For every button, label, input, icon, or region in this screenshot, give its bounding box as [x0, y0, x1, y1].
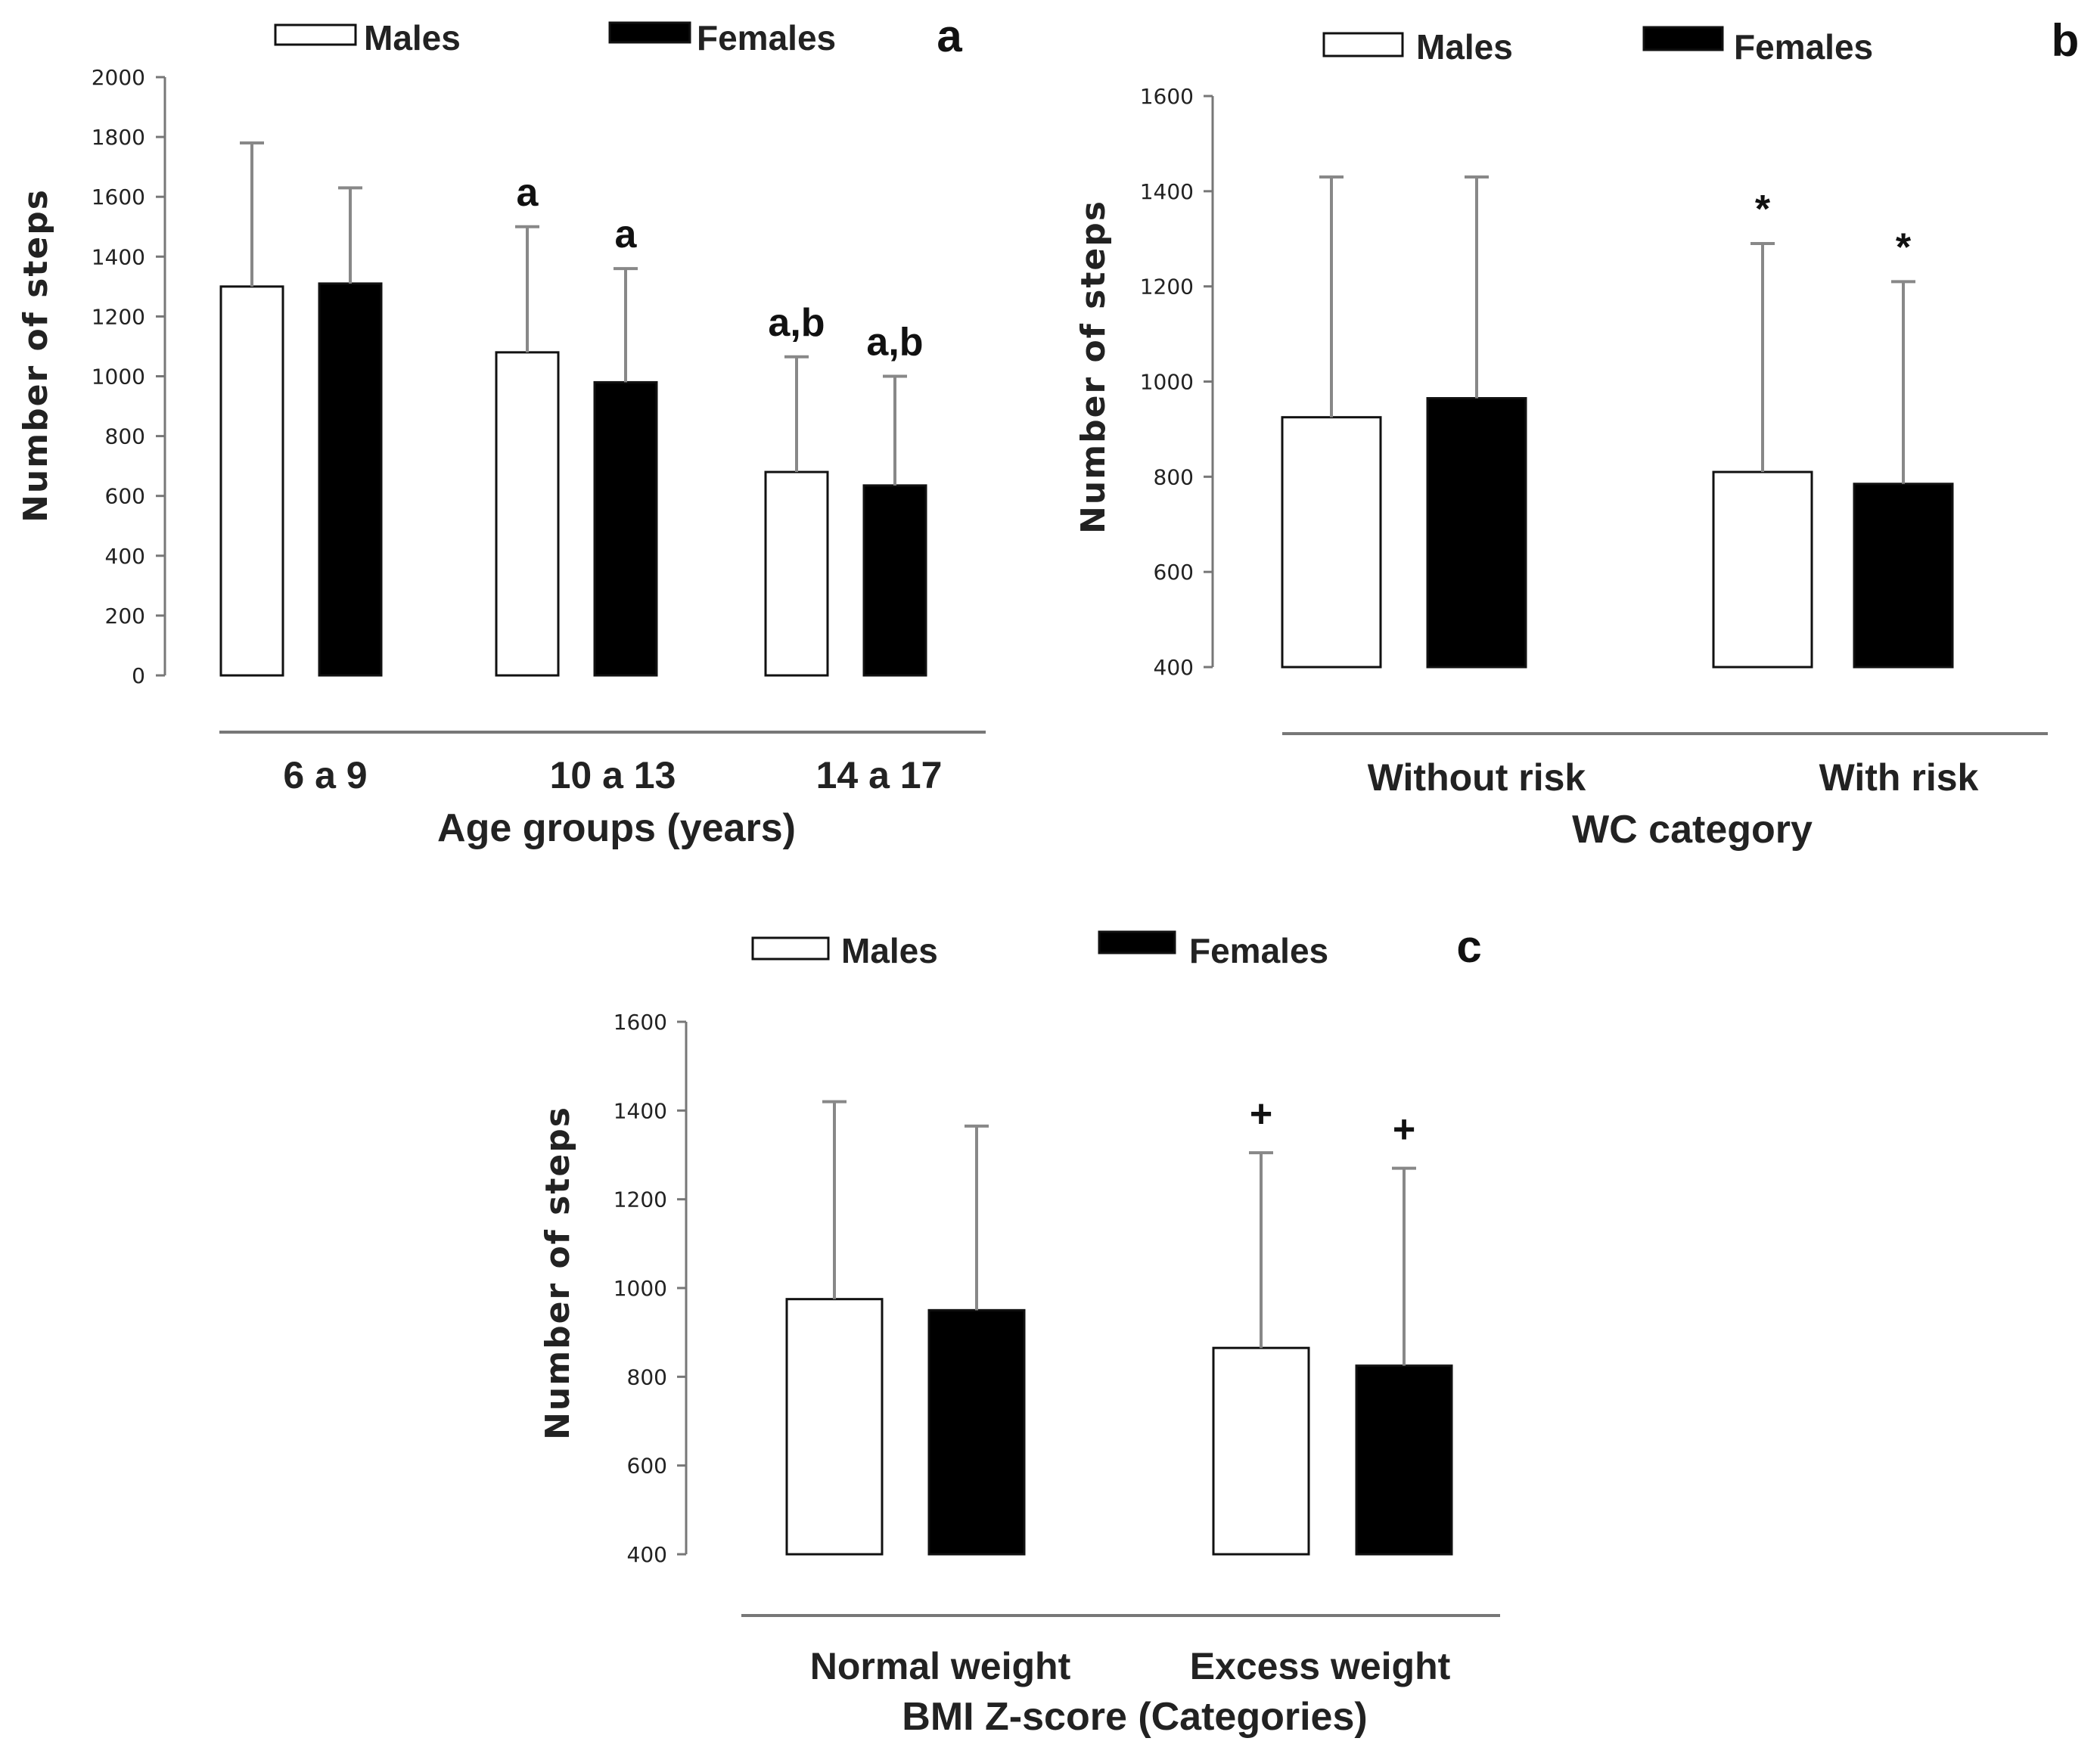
- significance-annotation: a: [615, 213, 638, 256]
- legend: Males Females: [274, 18, 836, 57]
- significance-annotation: *: [1755, 188, 1771, 231]
- bar-females-0: [1426, 397, 1527, 669]
- y-tick-label: 400: [1154, 655, 1194, 680]
- significance-annotation: a: [517, 171, 539, 215]
- y-tick-label: 1400: [614, 1098, 667, 1123]
- x-category-label: With risk: [1819, 756, 1979, 799]
- legend-swatch-females: [608, 21, 691, 44]
- y-tick-label: 200: [105, 604, 145, 629]
- legend-swatch-females: [1642, 26, 1724, 51]
- y-tick-label: 400: [627, 1542, 667, 1567]
- legend-swatch-females: [1098, 930, 1176, 954]
- y-tick-label: 600: [105, 484, 145, 509]
- legend-label-females: Females: [697, 18, 836, 57]
- bar-males-1: [495, 351, 560, 677]
- y-tick-label: 1400: [1140, 179, 1194, 204]
- x-category-label: 6 a 9: [283, 754, 367, 796]
- panel-letter: a: [937, 11, 962, 61]
- y-tick-label: 0: [132, 663, 145, 688]
- y-tick-label: 2000: [92, 65, 145, 90]
- significance-annotation: +: [1250, 1092, 1272, 1136]
- x-category-label: Normal weight: [810, 1645, 1071, 1687]
- x-category-label: 10 a 13: [550, 754, 676, 796]
- y-tick-label: 1200: [614, 1187, 667, 1212]
- y-tick-label: 600: [627, 1454, 667, 1479]
- bar-males-0: [1281, 416, 1382, 669]
- legend-swatch-males: [751, 936, 830, 961]
- chart-panel-b: 400 600 800 1000 1200 1400 1600 Number of steps…: [1074, 15, 2079, 852]
- y-tick-label: 1600: [614, 1010, 667, 1035]
- bar-females-0: [927, 1308, 1026, 1556]
- bar-males-0: [219, 285, 284, 677]
- x-axis-title: BMI Z-score (Categories): [902, 1695, 1367, 1739]
- bar-males-2: [764, 470, 829, 677]
- bar-females-1: [1355, 1364, 1453, 1556]
- legend-swatch-males: [1322, 32, 1404, 57]
- significance-annotation: +: [1393, 1108, 1415, 1152]
- legend-label-females: Females: [1189, 931, 1328, 970]
- legend-label-males: Males: [364, 18, 461, 57]
- y-tick-label: 1400: [92, 244, 145, 269]
- legend-label-males: Males: [1416, 27, 1513, 67]
- y-tick-label: 800: [1154, 464, 1194, 489]
- x-axis-title: Age groups (years): [437, 806, 796, 850]
- y-tick-label: 800: [627, 1364, 667, 1389]
- significance-annotation: a,b: [866, 321, 923, 365]
- x-category-label: Excess weight: [1190, 1645, 1451, 1687]
- y-axis-title: Number of steps: [1074, 200, 1113, 534]
- significance-annotation: *: [1896, 225, 1912, 269]
- y-tick-label: 1600: [1140, 84, 1194, 109]
- y-axis-title: Number of steps: [17, 188, 55, 523]
- panel-letter: b: [2052, 15, 2080, 66]
- legend-label-males: Males: [841, 931, 938, 970]
- chart-panel-a: 0 200 400 600 800 1000 1200 1400 1600 1800 2000 Num…: [17, 11, 986, 850]
- y-tick-label: 400: [105, 544, 145, 569]
- x-category-label: 14 a 17: [816, 754, 943, 796]
- bar-males-0: [785, 1298, 884, 1556]
- y-tick-label: 600: [1154, 560, 1194, 585]
- bar-females-0: [318, 282, 383, 677]
- y-tick-label: 1000: [614, 1276, 667, 1301]
- y-tick-label: 1200: [92, 304, 145, 329]
- y-tick-label: 800: [105, 424, 145, 449]
- y-axis-title: Number of steps: [539, 1106, 577, 1440]
- y-tick-label: 1600: [92, 185, 145, 210]
- legend: Males Females: [1322, 26, 1873, 67]
- y-tick-label: 1000: [1140, 370, 1194, 395]
- legend: Males Females: [751, 930, 1328, 970]
- chart-panel-c: 400 600 800 1000 1200 1400 1600 Number of steps…: [539, 921, 1500, 1739]
- bar-females-1: [593, 380, 658, 677]
- y-tick-label: 1800: [92, 125, 145, 150]
- y-tick-label: 1000: [92, 365, 145, 390]
- bar-females-1: [1853, 483, 1954, 669]
- bar-females-2: [862, 484, 927, 677]
- legend-label-females: Females: [1734, 27, 1873, 67]
- x-category-label: Without risk: [1368, 756, 1586, 799]
- legend-swatch-males: [274, 23, 357, 46]
- panel-letter: c: [1456, 921, 1481, 972]
- significance-annotation: a,b: [768, 301, 825, 345]
- x-axis-title: WC category: [1572, 808, 1813, 852]
- y-tick-label: 1200: [1140, 275, 1194, 300]
- bar-males-1: [1212, 1346, 1310, 1556]
- bar-males-1: [1712, 470, 1813, 669]
